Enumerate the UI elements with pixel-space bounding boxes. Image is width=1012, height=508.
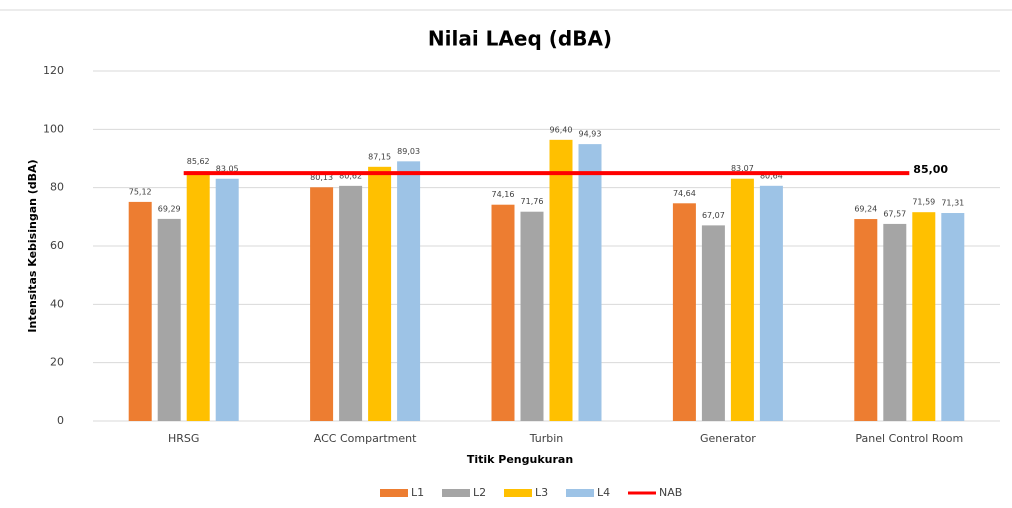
bar (128, 201, 152, 421)
data-label: 74,64 (673, 189, 696, 198)
bar (310, 187, 334, 421)
data-label: 67,57 (883, 209, 906, 218)
legend-label: L1 (411, 486, 424, 499)
bar (157, 218, 181, 421)
x-tick-label: Turbin (529, 432, 564, 445)
data-label: 94,93 (579, 130, 602, 139)
data-label: 85,00 (913, 163, 948, 176)
data-label: 67,07 (702, 211, 725, 220)
legend-swatch (504, 489, 532, 497)
y-tick-label: 60 (50, 239, 64, 252)
data-label: 74,16 (492, 190, 515, 199)
bar (491, 204, 515, 421)
x-tick-label: ACC Compartment (314, 432, 417, 445)
data-label: 80,62 (339, 171, 362, 180)
legend-label: NAB (659, 486, 682, 499)
legend-label: L2 (473, 486, 486, 499)
data-label: 80,13 (310, 173, 333, 182)
data-label: 71,59 (912, 198, 935, 207)
data-label: 71,76 (521, 197, 544, 206)
y-tick-label: 100 (43, 122, 64, 135)
x-axis-title: Titik Pengukuran (467, 453, 573, 466)
bar (701, 225, 725, 421)
legend-swatch (380, 489, 408, 497)
data-label: 75,12 (129, 187, 152, 196)
y-tick-label: 80 (50, 181, 64, 194)
legend-label: L3 (535, 486, 548, 499)
data-label: 89,03 (397, 147, 420, 156)
bar (520, 211, 544, 421)
bar (941, 213, 965, 421)
data-label: 83,07 (731, 164, 754, 173)
bar (759, 185, 783, 421)
bar (912, 212, 936, 421)
bar (339, 185, 363, 421)
x-tick-label: Panel Control Room (855, 432, 963, 445)
y-tick-label: 120 (43, 64, 64, 77)
bar (397, 161, 421, 421)
data-label: 71,31 (941, 199, 964, 208)
data-label: 83,05 (216, 164, 239, 173)
x-tick-label: Generator (700, 432, 756, 445)
y-tick-label: 20 (50, 356, 64, 369)
bar (883, 223, 907, 421)
data-label: 69,24 (854, 205, 877, 214)
y-tick-label: 40 (50, 297, 64, 310)
legend-swatch (442, 489, 470, 497)
y-tick-label: 0 (57, 414, 64, 427)
bar (730, 178, 754, 421)
data-label: 69,29 (158, 204, 181, 213)
legend-swatch (566, 489, 594, 497)
legend-label: L4 (597, 486, 610, 499)
data-label: 80,64 (760, 171, 783, 180)
bar (672, 203, 696, 421)
bar (368, 166, 392, 421)
data-label: 87,15 (368, 152, 391, 161)
bar (854, 219, 878, 421)
data-label: 85,62 (187, 157, 210, 166)
data-label: 96,40 (550, 125, 573, 134)
y-axis-title: Intensitas Kebisingan (dBA) (26, 159, 39, 332)
bar (578, 144, 602, 421)
chart-title: Nilai LAeq (dBA) (428, 27, 612, 51)
bar (549, 139, 573, 422)
bar (215, 178, 239, 421)
bar (186, 171, 210, 421)
x-tick-label: HRSG (168, 432, 199, 445)
